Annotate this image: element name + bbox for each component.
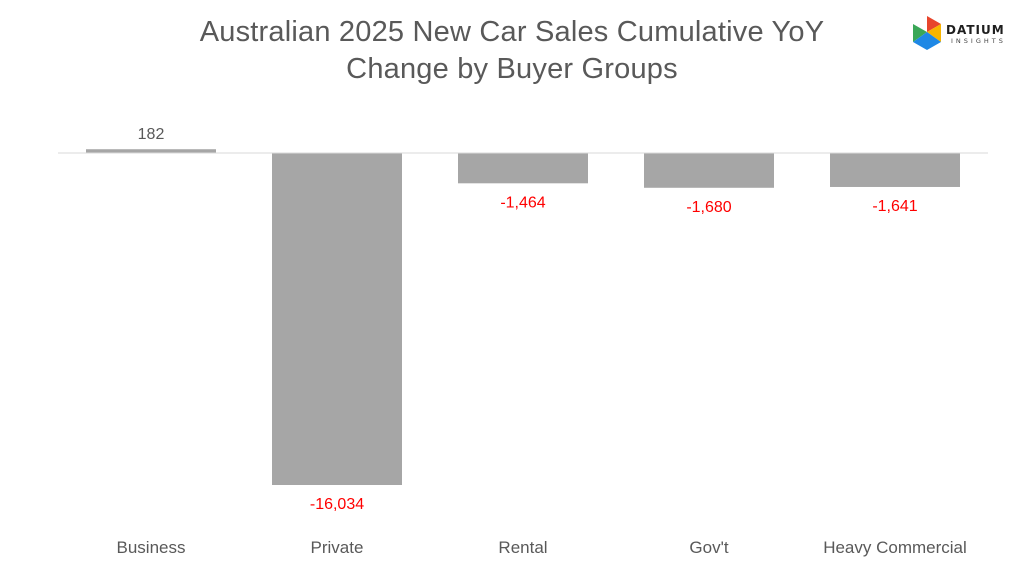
category-label: Business [117,538,186,557]
chart-title-line1: Australian 2025 New Car Sales Cumulative… [199,16,825,48]
value-label: -1,680 [686,199,731,216]
value-labels: 182 -16,034 -1,464 -1,680 -1,641 [138,126,918,513]
datium-logo: DATIUM INSIGHTS [910,14,1020,54]
value-label: 182 [138,126,165,143]
chart-title-line2: Change by Buyer Groups [346,53,678,85]
bar-heavy-commercial [830,153,960,187]
bar-gov-t [644,153,774,188]
category-label: Private [311,538,364,557]
category-label: Rental [498,538,547,557]
datium-logo-icon [913,16,941,50]
category-label: Gov't [689,538,728,557]
value-label: -1,464 [500,194,545,211]
bar-rental [458,153,588,184]
category-label: Heavy Commercial [823,538,967,557]
category-labels: Business Private Rental Gov't Heavy Commerci… [117,538,967,557]
value-label: -1,641 [872,198,917,215]
logo-subtitle: INSIGHTS [951,37,1006,45]
bar-series [86,149,960,485]
chart-title: Australian 2025 New Car Sales Cumulative… [0,14,1024,88]
logo-wordmark: DATIUM [946,23,1005,37]
bar-business [86,149,216,153]
value-label: -16,034 [310,496,364,513]
bar-private [272,153,402,485]
